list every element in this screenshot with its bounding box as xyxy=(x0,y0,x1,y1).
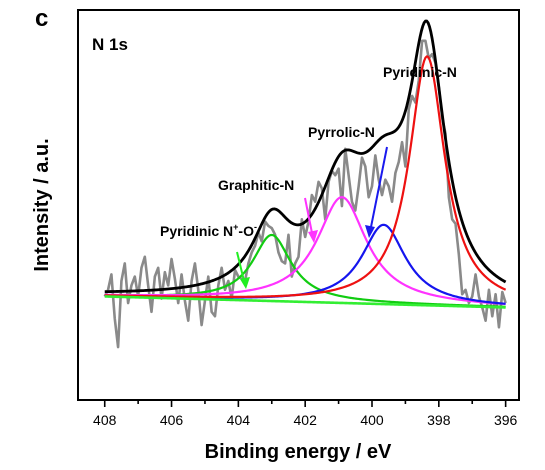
x-tick-label: 404 xyxy=(227,412,251,428)
baseline-series xyxy=(104,295,506,309)
y-axis-label: Intensity / a.u. xyxy=(31,138,53,271)
x-tick-label: 408 xyxy=(93,412,117,428)
fit-envelope-series xyxy=(104,19,507,294)
x-axis-label: Binding energy / eV xyxy=(205,441,392,463)
panel-label: c xyxy=(35,5,48,32)
annotation-pyrrolic-n: Pyrrolic-N xyxy=(308,124,375,140)
chart-title: N 1s xyxy=(92,35,128,54)
annotation-graphitic-n: Graphitic-N xyxy=(218,177,294,193)
arrow-green-head xyxy=(240,277,250,289)
plot-frame xyxy=(77,9,520,401)
peak-fit-1 xyxy=(104,196,506,306)
peak-fit-3 xyxy=(104,55,507,298)
arrow-magenta-head xyxy=(308,230,318,243)
annotation-pyridinic-n: Pyridinic-N xyxy=(383,64,457,80)
x-tick-label: 400 xyxy=(360,412,384,428)
annotation-pyridinic-n-oxide: Pyridinic N+-O- xyxy=(160,222,257,239)
arrow-blue xyxy=(369,146,388,233)
x-tick-label: 402 xyxy=(294,412,318,428)
x-tick-label: 406 xyxy=(160,412,184,428)
arrow-blue-head xyxy=(365,225,375,238)
x-tick-label: 396 xyxy=(494,412,518,428)
x-tick-label: 398 xyxy=(427,412,451,428)
